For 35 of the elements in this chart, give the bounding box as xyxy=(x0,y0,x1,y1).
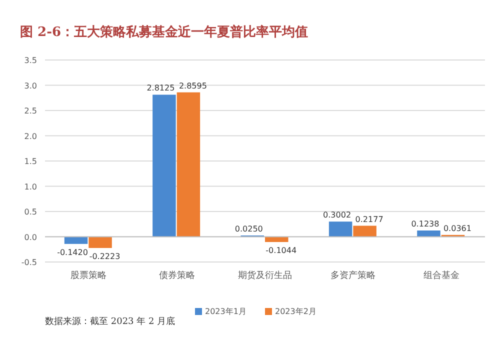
data-label: -0.1420 xyxy=(57,248,88,257)
data-label: 2.8595 xyxy=(178,81,207,90)
x-tick-label: 债券策略 xyxy=(158,270,195,281)
data-label: 2.8125 xyxy=(146,84,175,93)
legend-label: 2023年1月 xyxy=(205,307,246,316)
y-tick-label: 3.0 xyxy=(24,81,37,90)
data-label: -0.1044 xyxy=(266,246,297,256)
data-label: -0.2223 xyxy=(89,252,120,261)
bar xyxy=(152,94,176,237)
bar xyxy=(353,226,376,237)
y-tick-label: 3.5 xyxy=(24,56,37,65)
bar xyxy=(328,222,352,237)
y-tick-label: -0.5 xyxy=(21,258,37,267)
legend-label: 2023年2月 xyxy=(275,307,316,316)
x-tick-label: 期货及衍生品 xyxy=(238,270,292,281)
x-tick-label: 股票策略 xyxy=(70,270,107,281)
x-tick-label: 组合基金 xyxy=(423,270,460,281)
y-tick-label: 2.5 xyxy=(24,106,37,116)
bar xyxy=(64,236,88,244)
data-label: 0.0361 xyxy=(443,224,472,233)
data-label: 0.2177 xyxy=(355,214,384,224)
bar xyxy=(417,230,440,237)
source-note: 数据来源：截至 2023 年 2 月底 xyxy=(45,316,176,327)
x-tick-label: 多资产策略 xyxy=(330,270,376,281)
y-tick-label: 0.0 xyxy=(24,232,37,242)
y-tick-label: 1.0 xyxy=(24,182,37,192)
data-label: 0.1238 xyxy=(411,220,440,228)
data-label: 0.3002 xyxy=(323,210,352,220)
bar xyxy=(88,236,112,248)
bar xyxy=(176,92,200,237)
chart-title: 图 2-6：五大策略私募基金近一年夏普比率平均值 xyxy=(20,24,308,40)
data-label: 0.0250 xyxy=(234,224,263,234)
y-tick-label: 1.5 xyxy=(24,157,37,166)
y-tick-label: 2.0 xyxy=(24,132,37,141)
y-tick-label: 0.5 xyxy=(24,208,37,216)
